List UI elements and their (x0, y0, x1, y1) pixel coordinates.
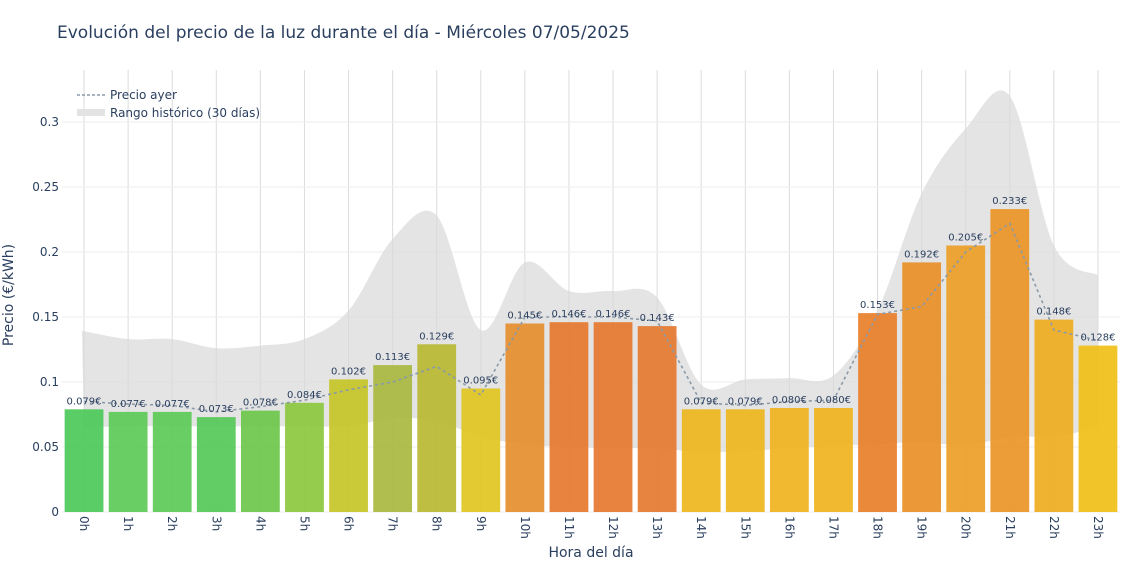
x-tick-label: 9h (474, 516, 488, 531)
x-tick-label: 10h (518, 516, 532, 539)
bar-label: 0.084€ (287, 390, 322, 401)
x-tick-label: 23h (1091, 516, 1105, 539)
yesterday-line-layer (83, 222, 1099, 413)
bar-label: 0.146€ (551, 309, 586, 320)
bar (373, 365, 413, 512)
bar (196, 417, 236, 512)
x-tick-label: 1h (121, 516, 135, 531)
bar (1034, 319, 1074, 512)
y-tick-label: 0 (51, 505, 59, 519)
bar-label: 0.080€ (816, 395, 851, 406)
bar-layer (64, 209, 1118, 512)
bar-label: 0.077€ (155, 399, 190, 410)
bar (814, 408, 853, 512)
bar (461, 388, 501, 512)
bar-label: 0.146€ (596, 309, 631, 320)
x-axis-title: Hora del día (548, 545, 633, 561)
bar-label: 0.073€ (199, 404, 234, 415)
x-tick-label: 8h (430, 516, 444, 531)
x-tick-label: 19h (915, 516, 929, 539)
x-tick-label: 18h (871, 516, 885, 539)
y-tick-label: 0.25 (32, 180, 59, 194)
bar (152, 411, 192, 512)
bar-label: 0.080€ (772, 395, 807, 406)
historical-range-layer (80, 90, 1098, 453)
x-tick-label: 17h (826, 516, 840, 539)
bar-label: 0.143€ (640, 313, 675, 324)
chart-title: Evolución del precio de la luz durante e… (57, 23, 630, 43)
y-tick-label: 0.2 (40, 245, 59, 259)
bar-label: 0.233€ (992, 196, 1027, 207)
bar-label: 0.205€ (948, 233, 983, 244)
legend-yesterday-label: Precio ayer (110, 88, 177, 102)
y-tick-label: 0.05 (32, 440, 59, 454)
bar (858, 313, 897, 512)
bar (681, 409, 721, 512)
x-tick-label: 22h (1047, 516, 1061, 539)
bar-label: 0.128€ (1080, 333, 1115, 344)
y-tick-label: 0.3 (40, 115, 59, 129)
bar (1078, 345, 1118, 512)
x-tick-label: 12h (606, 516, 620, 539)
bar (725, 409, 765, 512)
bar (505, 323, 545, 512)
x-tick-label: 14h (694, 516, 708, 539)
x-tick-label: 16h (782, 516, 796, 539)
y-tick-label: 0.15 (32, 310, 59, 324)
bar (108, 411, 148, 512)
bar (593, 322, 633, 512)
bar-label: 0.079€ (67, 396, 102, 407)
x-tick-label: 3h (209, 516, 223, 531)
bar-label: 0.148€ (1036, 307, 1071, 318)
bar-label: 0.145€ (507, 311, 542, 322)
y-axis-title: Precio (€/kWh) (1, 244, 17, 346)
x-tick-label: 0h (77, 516, 91, 531)
bar-label: 0.095€ (463, 376, 498, 387)
bar-label: 0.192€ (904, 249, 939, 260)
x-tick-label: 2h (165, 516, 179, 531)
x-tick-label: 15h (738, 516, 752, 539)
legend: Precio ayer Rango histórico (30 días) (77, 88, 260, 120)
bar (549, 322, 589, 512)
axis-layer: 0 0.05 0.1 0.15 0.2 0.25 0.3 0h 1h 2h 3h 4h 5h 6h 7h 8h… (32, 115, 1105, 539)
x-tick-label: 5h (297, 516, 311, 531)
bar-label-layer: 0.079€ 0.077€ 0.077€ 0.073€ 0.078€ 0.084€ 0.10… (67, 196, 1116, 415)
bar-label: 0.113€ (375, 352, 410, 363)
bar-label: 0.079€ (684, 396, 719, 407)
bar-label: 0.102€ (331, 366, 366, 377)
x-tick-label: 11h (562, 516, 576, 539)
bar (417, 344, 457, 512)
bar-label: 0.078€ (243, 398, 278, 409)
yesterday-line (83, 222, 1099, 413)
x-tick-label: 20h (959, 516, 973, 539)
legend-range-label: Rango histórico (30 días) (110, 106, 260, 120)
y-tick-label: 0.1 (40, 375, 59, 389)
x-tick-label: 6h (342, 516, 356, 531)
x-tick-label: 7h (386, 516, 400, 531)
legend-range-swatch (77, 109, 105, 116)
bar (329, 379, 368, 512)
bar-label: 0.079€ (728, 396, 763, 407)
bar (637, 326, 677, 512)
x-tick-label: 21h (1003, 516, 1017, 539)
bar (990, 209, 1030, 512)
x-tick-label: 13h (650, 516, 664, 539)
bar (946, 245, 986, 512)
bar (240, 410, 280, 512)
bar (902, 262, 942, 512)
x-tick-label: 4h (253, 516, 267, 531)
bar (64, 409, 104, 512)
bar (285, 402, 324, 512)
historical-range-area (80, 90, 1098, 453)
bar-label: 0.153€ (860, 300, 895, 311)
bar-label: 0.077€ (111, 399, 146, 410)
bar-label: 0.129€ (419, 331, 454, 342)
bar (769, 408, 809, 512)
